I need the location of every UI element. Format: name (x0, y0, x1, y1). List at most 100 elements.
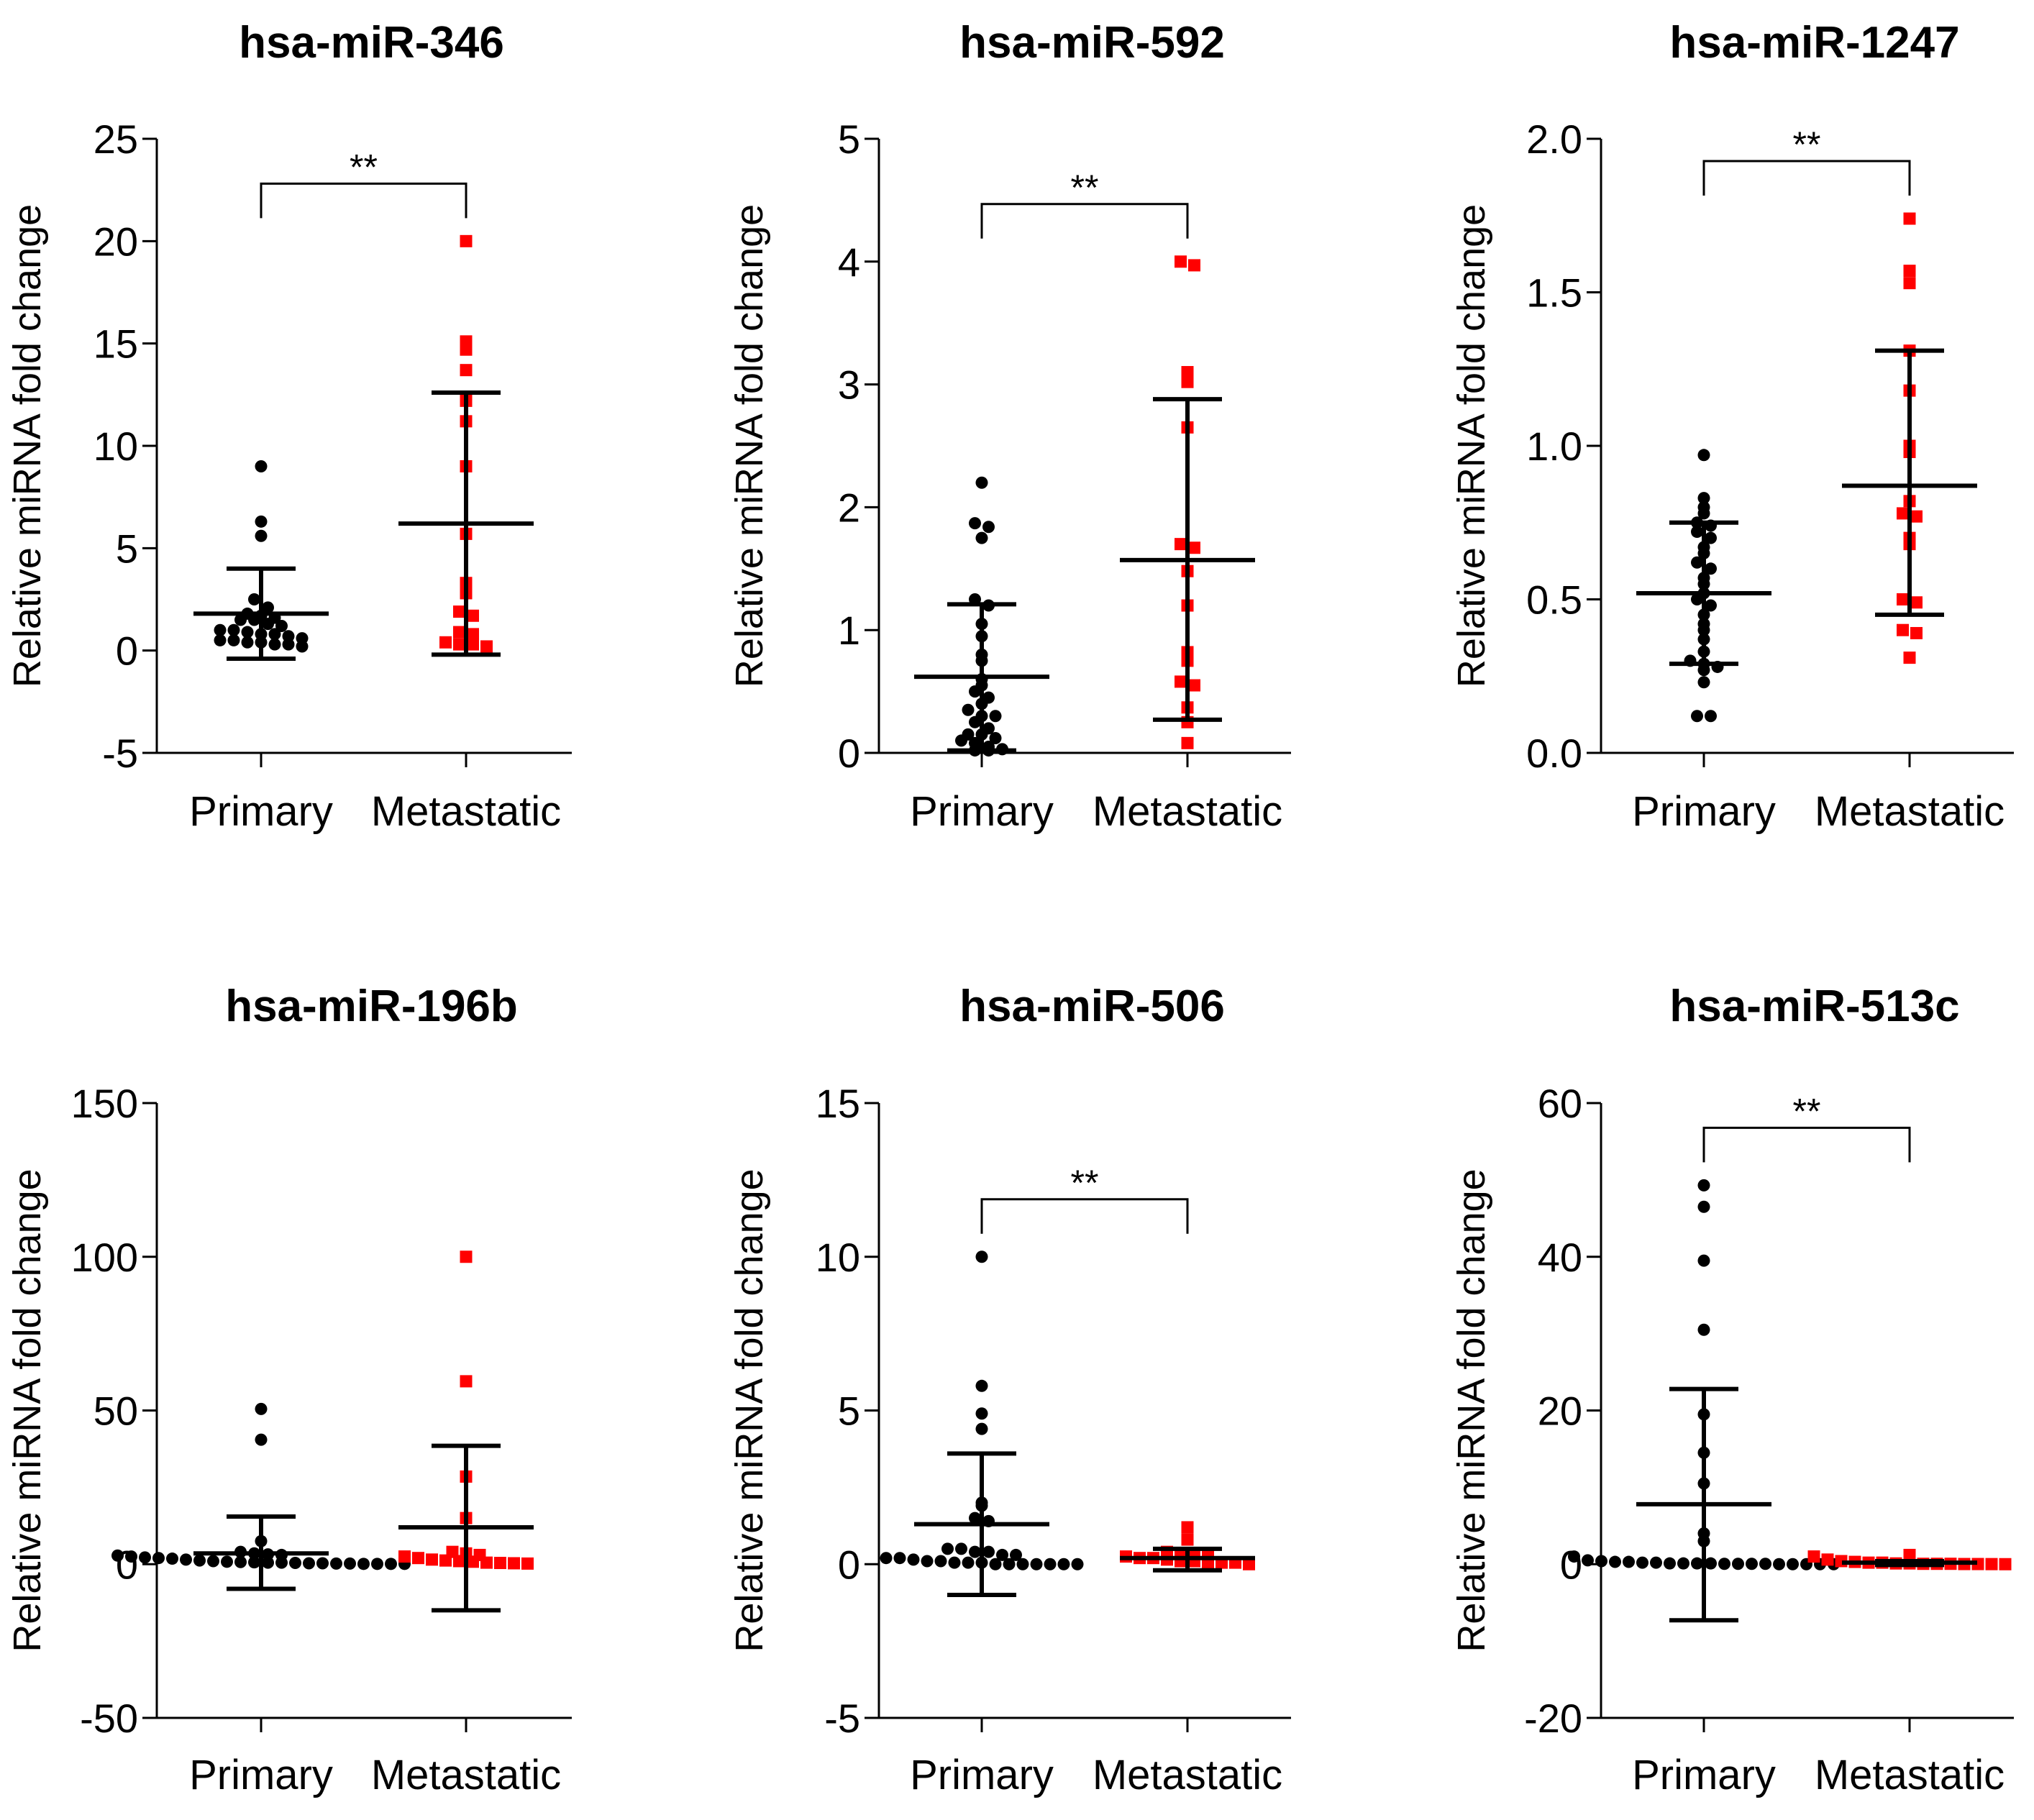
data-point-primary (1664, 1557, 1676, 1570)
data-point-primary (248, 613, 260, 626)
data-point-primary (941, 1542, 954, 1555)
chart-panel-4: hsa-miR-196b Relative miRNA fold change -5… (6, 982, 572, 1798)
data-point-metastatic (1903, 265, 1916, 278)
data-point-primary (255, 1402, 268, 1415)
data-point-metastatic (460, 1250, 473, 1263)
data-point-primary (989, 732, 1002, 745)
data-point-primary (1609, 1555, 1621, 1568)
data-point-primary (1030, 1558, 1043, 1570)
data-point-primary (268, 638, 281, 651)
data-point-primary (1691, 526, 1703, 539)
y-tick-label: 0 (116, 628, 138, 674)
data-point-metastatic (460, 1375, 473, 1388)
data-point-primary (1697, 1254, 1710, 1267)
data-point-primary (1697, 664, 1710, 677)
data-point-primary (1691, 1557, 1703, 1570)
data-point-primary (227, 634, 240, 646)
data-point-primary (1691, 710, 1703, 723)
data-point-primary (1003, 1558, 1016, 1570)
data-point-primary (262, 1556, 274, 1569)
x-category-label: Primary (910, 788, 1054, 835)
y-tick-label: 0 (116, 1542, 138, 1587)
significance-label: ** (1071, 168, 1099, 208)
data-point-metastatic (1821, 1553, 1834, 1566)
data-point-metastatic (439, 1554, 452, 1567)
data-point-primary (1705, 599, 1717, 612)
data-point-primary (111, 1549, 124, 1562)
y-tick-label: 20 (94, 219, 138, 264)
data-point-metastatic (1175, 255, 1187, 268)
panel-title: hsa-miR-592 (959, 18, 1225, 68)
data-point-primary (1650, 1556, 1662, 1569)
y-tick-label: 0 (838, 1542, 860, 1587)
y-axis-title: Relative miRNA fold change (728, 204, 771, 687)
y-tick-label: 100 (71, 1235, 138, 1280)
data-point-primary (975, 1250, 988, 1263)
data-point-metastatic (453, 626, 465, 639)
y-tick-label: 20 (1538, 1389, 1582, 1434)
significance-bracket (1702, 1126, 1911, 1163)
data-point-metastatic (467, 638, 479, 651)
data-point-metastatic (426, 1553, 438, 1566)
data-point-primary (214, 634, 227, 646)
data-point-primary (1582, 1554, 1594, 1567)
data-point-metastatic (398, 1550, 411, 1563)
data-point-primary (1705, 562, 1717, 575)
data-point-primary (1773, 1558, 1785, 1570)
data-point-primary (989, 1558, 1002, 1570)
data-point-primary (139, 1551, 151, 1564)
data-point-primary (955, 734, 967, 747)
data-point-metastatic (1910, 596, 1923, 609)
data-point-primary (1044, 1558, 1057, 1570)
data-point-metastatic (1181, 1521, 1194, 1534)
data-point-primary (1705, 531, 1717, 544)
data-point-primary (1697, 676, 1710, 689)
data-point-primary (303, 1557, 315, 1570)
data-point-primary (989, 710, 1002, 723)
chart-panel-3: hsa-miR-1247 Relative miRNA fold change 0.… (1450, 18, 2014, 835)
data-point-primary (975, 1422, 988, 1435)
data-point-primary (1705, 1557, 1717, 1570)
y-tick-label: 2.0 (1526, 116, 1582, 162)
y-tick-label: 15 (816, 1081, 860, 1126)
data-point-primary (152, 1552, 165, 1565)
panel-title: hsa-miR-1247 (1669, 18, 1959, 68)
data-point-primary (289, 1557, 301, 1570)
data-point-metastatic (1181, 366, 1194, 379)
data-point-metastatic (453, 638, 465, 651)
data-point-metastatic (1181, 375, 1194, 388)
data-point-primary (982, 1545, 995, 1558)
data-point-primary (255, 529, 268, 542)
data-point-primary (969, 517, 981, 530)
x-category-label: Primary (1632, 1752, 1776, 1798)
data-point-metastatic (494, 1557, 506, 1570)
data-point-primary (125, 1550, 137, 1563)
data-point-metastatic (1910, 510, 1923, 523)
chart-panel-5: hsa-miR-506 Relative miRNA fold change -5 0… (728, 982, 1291, 1798)
chart-panel-1: hsa-miR-346 Relative miRNA fold change -5 0… (6, 18, 572, 835)
y-tick-label: 60 (1538, 1081, 1582, 1126)
data-point-primary (1697, 449, 1710, 462)
data-point-primary (166, 1553, 178, 1565)
data-point-primary (948, 1556, 961, 1569)
data-point-primary (296, 640, 309, 653)
data-point-primary (982, 521, 995, 534)
y-tick-label: 5 (838, 1389, 860, 1434)
data-point-primary (1746, 1558, 1758, 1570)
data-point-primary (241, 636, 254, 649)
data-point-metastatic (1903, 277, 1916, 290)
data-point-metastatic (1903, 212, 1916, 225)
data-point-metastatic (1188, 541, 1200, 554)
y-tick-label: 0.0 (1526, 731, 1582, 776)
data-point-primary (214, 623, 227, 636)
data-point-primary (1759, 1558, 1771, 1570)
data-point-primary (1718, 1558, 1730, 1570)
data-point-metastatic (1910, 626, 1923, 639)
data-point-primary (1732, 1558, 1744, 1570)
data-point-primary (282, 638, 295, 651)
y-tick-label: 25 (94, 116, 138, 162)
significance-label: ** (1071, 1163, 1099, 1203)
x-category-label: Primary (189, 1752, 333, 1798)
data-point-primary (955, 1542, 967, 1555)
data-point-metastatic (467, 609, 479, 622)
